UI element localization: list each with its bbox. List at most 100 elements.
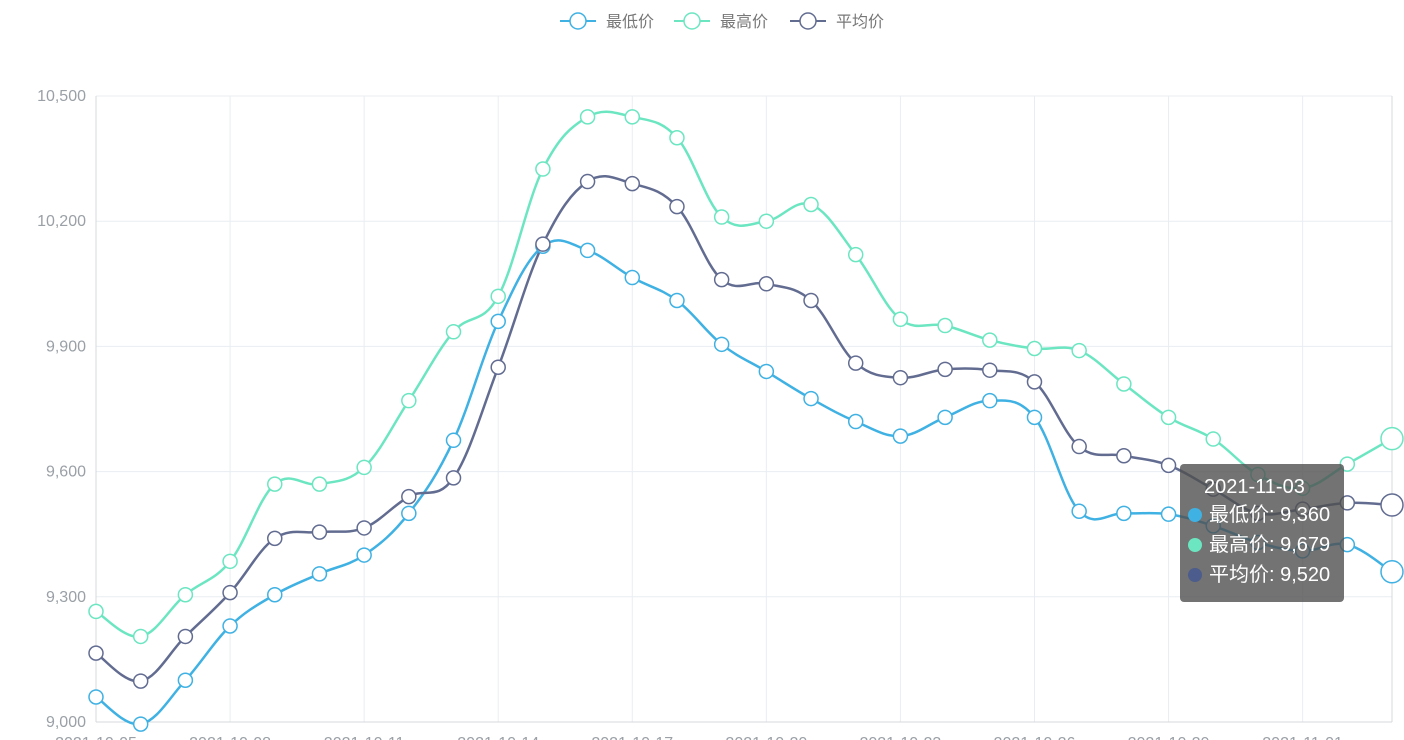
data-point-low[interactable]: [803, 390, 819, 407]
data-point-low[interactable]: [1116, 505, 1132, 522]
data-point-low[interactable]: [490, 313, 506, 330]
data-point-low[interactable]: [1160, 506, 1177, 522]
data-point-low[interactable]: [758, 363, 775, 380]
data-point-high[interactable]: [937, 317, 953, 334]
data-point-avg[interactable]: [132, 673, 149, 689]
data-point-low[interactable]: [982, 392, 998, 409]
x-tick-label: 2021-10-08: [189, 735, 271, 740]
data-point-avg[interactable]: [177, 628, 194, 645]
tooltip-marker-avg: [1188, 568, 1202, 582]
data-point-high[interactable]: [1071, 342, 1087, 359]
x-tick-label: 2021-10-14: [457, 735, 539, 740]
data-point-low[interactable]: [401, 505, 417, 522]
data-point-low[interactable]: [1026, 409, 1043, 426]
data-point-high[interactable]: [132, 628, 149, 645]
data-point-low[interactable]: [132, 716, 149, 732]
data-point-low[interactable]: [624, 269, 641, 286]
data-point-high[interactable]: [311, 476, 328, 492]
data-point-avg[interactable]: [267, 530, 283, 547]
data-point-high[interactable]: [1026, 340, 1043, 357]
data-point-avg[interactable]: [445, 470, 462, 486]
data-point-avg[interactable]: [222, 584, 238, 601]
data-point-low[interactable]: [669, 292, 685, 309]
data-point-low[interactable]: [222, 618, 238, 634]
data-point-avg[interactable]: [1380, 493, 1404, 517]
data-point-low[interactable]: [1071, 503, 1087, 519]
data-point-avg[interactable]: [713, 271, 730, 288]
data-point-avg[interactable]: [803, 292, 819, 309]
data-point-avg[interactable]: [669, 198, 685, 215]
y-tick-label: 10,500: [37, 88, 86, 105]
x-tick-label: 2021-10-11: [324, 735, 405, 740]
data-point-high[interactable]: [982, 332, 998, 348]
x-tick-label: 2021-10-29: [1128, 735, 1210, 740]
tooltip-row-high: 最高价: 9,679: [1188, 530, 1344, 560]
data-point-high[interactable]: [401, 392, 417, 409]
legend-label-avg: 平均价: [836, 13, 884, 31]
data-point-avg[interactable]: [1071, 438, 1087, 455]
data-point-avg[interactable]: [1116, 447, 1132, 464]
data-point-high[interactable]: [1205, 431, 1221, 447]
data-point-avg[interactable]: [356, 520, 372, 536]
data-point-avg[interactable]: [1160, 457, 1177, 474]
data-point-high[interactable]: [267, 476, 283, 492]
data-point-high[interactable]: [535, 161, 551, 177]
data-point-high[interactable]: [892, 311, 909, 328]
data-point-low[interactable]: [267, 586, 283, 603]
data-point-high[interactable]: [713, 209, 730, 225]
legend-item-high[interactable]: 最高价: [674, 12, 768, 31]
data-point-high[interactable]: [669, 129, 685, 146]
data-point-high[interactable]: [88, 603, 104, 620]
data-point-avg[interactable]: [88, 645, 104, 661]
data-point-low[interactable]: [356, 547, 372, 563]
chart-axes: 9,000 9,300 9,600 9,900 10,200 10,500 2021-10-…: [37, 88, 1392, 740]
data-point-high[interactable]: [1160, 409, 1177, 426]
chart-grid: [95, 95, 1393, 723]
data-point-avg[interactable]: [758, 276, 775, 292]
data-point-high[interactable]: [445, 324, 462, 340]
x-tick-label: 2021-10-20: [725, 735, 807, 740]
tooltip-title: 2021-11-03: [1204, 476, 1305, 498]
data-point-low[interactable]: [445, 432, 462, 449]
data-point-high[interactable]: [579, 109, 596, 125]
chart-legend[interactable]: 最低价 最高价 平均价: [560, 12, 884, 31]
legend-label-high: 最高价: [720, 13, 768, 31]
data-point-avg[interactable]: [490, 359, 506, 376]
legend-item-low[interactable]: 最低价: [560, 12, 654, 31]
data-point-high[interactable]: [803, 196, 819, 213]
data-point-high[interactable]: [222, 553, 238, 570]
data-point-avg[interactable]: [847, 355, 864, 371]
data-point-avg[interactable]: [892, 369, 909, 386]
data-point-avg[interactable]: [982, 362, 998, 378]
tooltip-marker-low: [1188, 508, 1202, 522]
data-point-avg[interactable]: [1026, 374, 1043, 390]
data-point-low[interactable]: [579, 242, 596, 259]
data-point-low[interactable]: [713, 336, 730, 353]
data-point-high[interactable]: [624, 109, 641, 125]
data-point-high[interactable]: [1116, 376, 1132, 392]
data-point-low[interactable]: [177, 672, 194, 689]
data-point-high[interactable]: [177, 586, 194, 603]
data-point-low[interactable]: [1380, 560, 1404, 584]
data-point-high[interactable]: [356, 459, 372, 476]
legend-label-low: 最低价: [606, 13, 654, 31]
y-tick-label: 10,200: [37, 213, 86, 230]
data-point-low[interactable]: [847, 413, 864, 430]
data-point-avg[interactable]: [624, 175, 641, 192]
data-point-high[interactable]: [847, 246, 864, 263]
data-point-avg[interactable]: [579, 173, 596, 190]
data-point-low[interactable]: [937, 409, 953, 426]
data-point-low[interactable]: [892, 428, 909, 444]
chart-series: [95, 110, 1393, 726]
data-point-avg[interactable]: [535, 236, 551, 252]
data-point-low[interactable]: [311, 566, 328, 582]
data-point-high[interactable]: [758, 213, 775, 229]
data-point-avg[interactable]: [401, 488, 417, 505]
data-point-low[interactable]: [88, 689, 104, 705]
legend-item-avg[interactable]: 平均价: [790, 12, 884, 31]
data-point-high[interactable]: [1380, 426, 1404, 451]
y-tick-label: 9,300: [46, 589, 86, 606]
data-point-high[interactable]: [490, 288, 506, 305]
data-point-avg[interactable]: [311, 524, 328, 540]
data-point-avg[interactable]: [937, 361, 953, 378]
